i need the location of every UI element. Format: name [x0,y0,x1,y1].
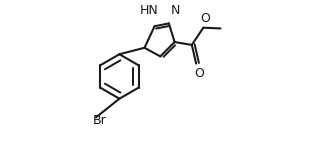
Text: O: O [194,67,204,80]
Text: Br: Br [92,114,106,127]
Text: N: N [170,4,180,17]
Text: O: O [201,12,210,25]
Text: HN: HN [140,4,159,17]
